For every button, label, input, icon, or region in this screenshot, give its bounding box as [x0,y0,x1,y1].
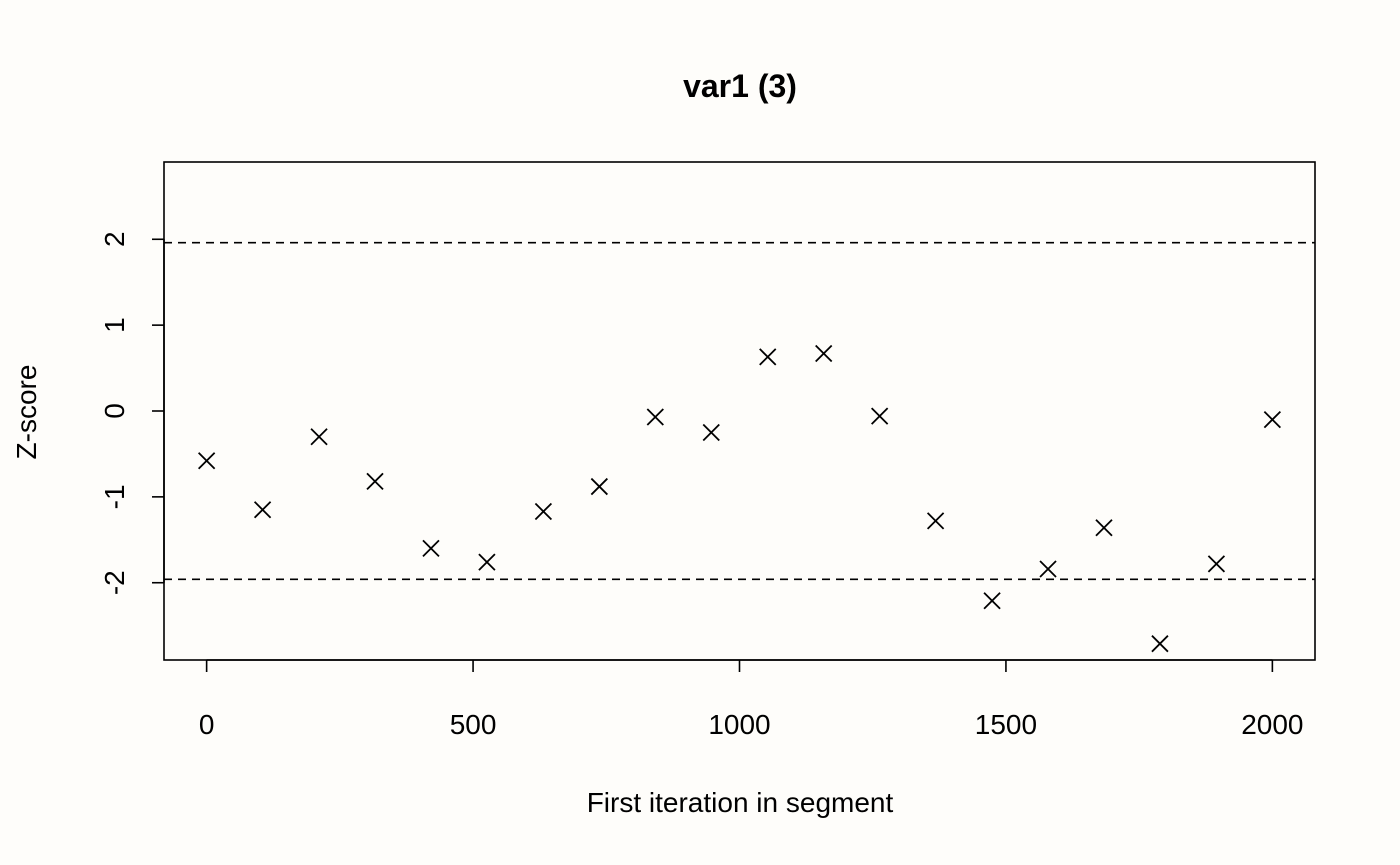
chart-title: var1 (3) [683,68,797,104]
data-point-0 [197,452,216,470]
y-tick-label-3: 1 [99,317,130,333]
x-tick-label-0: 0 [199,709,215,740]
y-tick-label-4: 2 [99,231,130,247]
data-point-18 [1207,555,1226,573]
data-points [197,344,1282,653]
data-point-15 [1039,560,1057,578]
data-point-10 [759,348,777,366]
data-point-16 [1095,519,1113,537]
data-point-8 [646,408,664,426]
y-tick-label-2: 0 [99,403,130,419]
x-tick-label-1: 500 [450,709,497,740]
data-point-3 [366,472,384,491]
data-point-13 [926,512,945,530]
data-point-1 [253,501,272,519]
data-point-12 [871,407,889,425]
data-point-17 [1151,635,1169,653]
reference-lines [164,241,1315,581]
y-tick-label-1: -1 [99,484,130,509]
data-point-11 [815,344,833,363]
data-point-9 [702,423,720,442]
x-axis-label: First iteration in segment [587,787,894,818]
data-point-19 [1263,410,1282,429]
data-point-5 [478,553,496,571]
x-tick-label-3: 1500 [975,709,1037,740]
plot-frame [163,161,1316,661]
data-point-2 [310,428,328,446]
data-point-6 [534,502,553,521]
data-point-7 [590,477,608,496]
data-point-14 [983,592,1001,610]
x-tick-label-2: 1000 [708,709,770,740]
y-tick-label-0: -2 [99,570,130,595]
x-axis: 0 500 1000 1500 2000 [199,659,1304,740]
data-point-4 [422,539,440,558]
x-tick-label-4: 2000 [1241,709,1303,740]
y-axis: -2 -1 0 1 2 [99,231,165,595]
y-axis-label: Z-score [11,365,42,460]
